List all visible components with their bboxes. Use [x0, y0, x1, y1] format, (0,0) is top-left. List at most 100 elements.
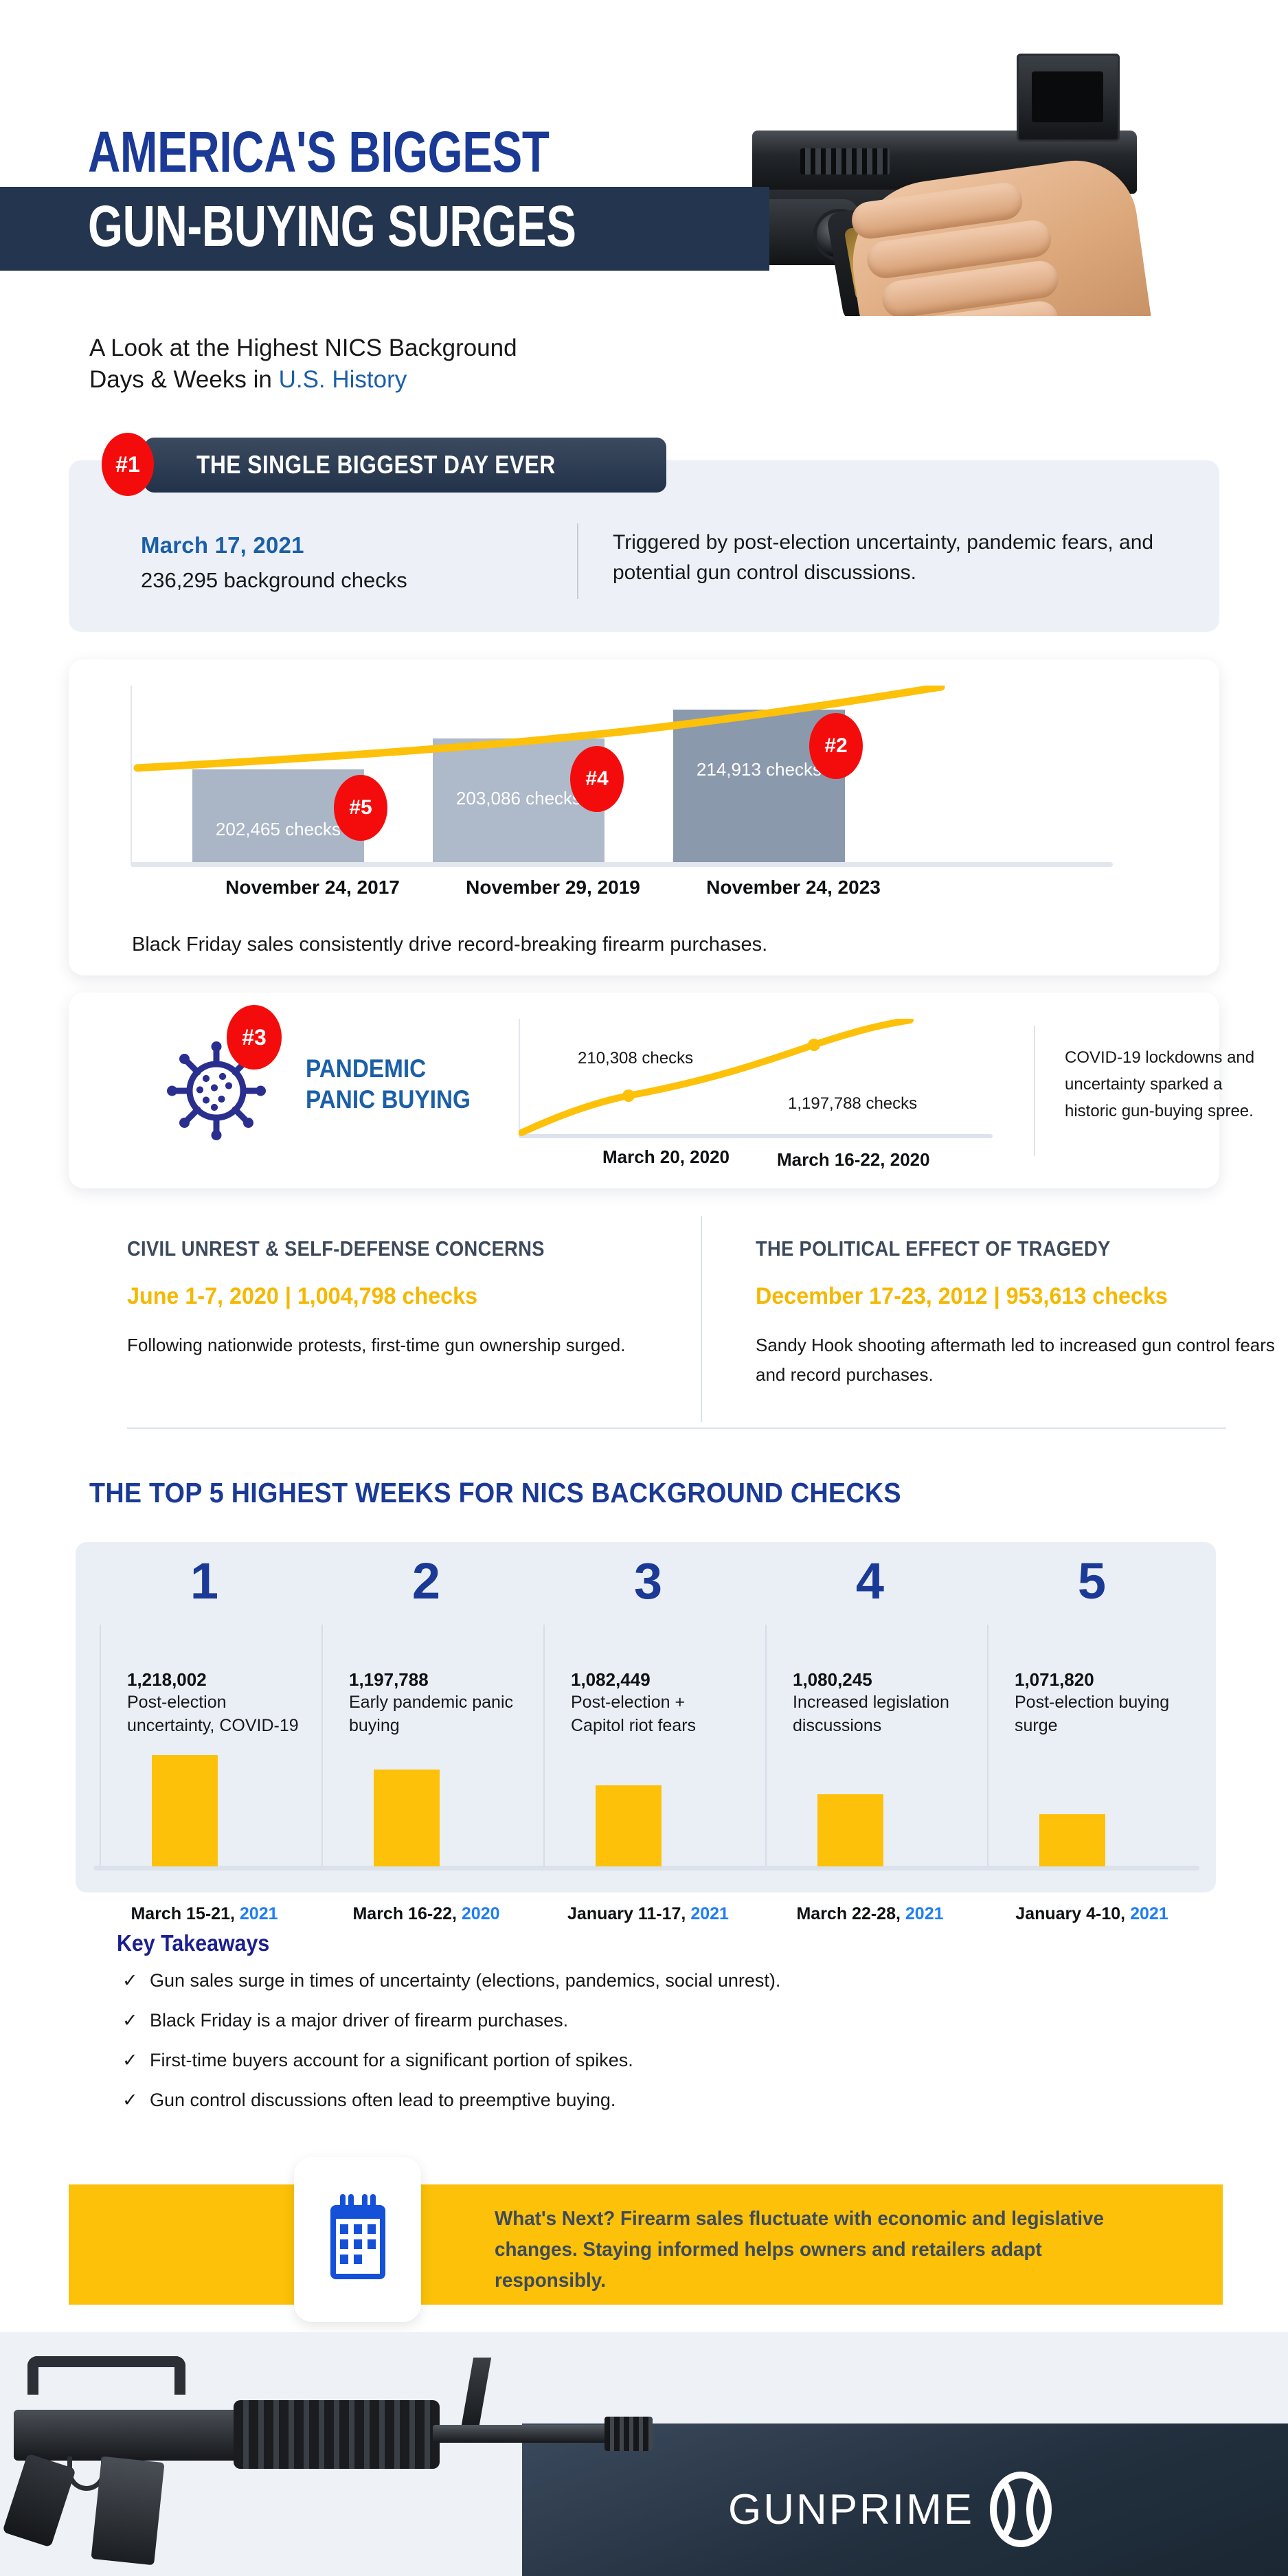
check-icon: ✓ [122, 2010, 138, 2031]
top5-bar [596, 1785, 662, 1866]
date-text: January 4-10, [1015, 1904, 1131, 1923]
red-dot-optic [1017, 54, 1120, 142]
top5-rank-number: 3 [633, 1552, 663, 1609]
calendar-icon [330, 2194, 385, 2279]
biggest-day-header: THE SINGLE BIGGEST DAY EVER [144, 438, 666, 493]
civil-unrest-body: Following nationwide protests, first-tim… [127, 1335, 626, 1355]
top5-column-divider [321, 1625, 323, 1866]
date-text: March 16-22, [352, 1904, 462, 1923]
top5-date-label: January 11-17, 2021 [543, 1904, 753, 1924]
date-text: March 15-21, [131, 1904, 240, 1923]
title-navy-band [0, 187, 769, 271]
rank-badge-2: #2 [809, 713, 863, 779]
coronavirus-icon [167, 1041, 266, 1140]
top5-bar [817, 1794, 883, 1866]
top5-date-label: March 22-28, 2021 [765, 1904, 975, 1924]
rank-badge-4: #4 [570, 746, 624, 812]
top5-date-label: January 4-10, 2021 [987, 1904, 1197, 1924]
pandemic-description: COVID-19 lockdowns and uncertainty spark… [1065, 1048, 1255, 1120]
civil-unrest-column: CIVIL UNREST & SELF-DEFENSE CONCERNS Jun… [127, 1236, 649, 1360]
two-column-section: CIVIL UNREST & SELF-DEFENSE CONCERNS Jun… [69, 1216, 1275, 1443]
hero-title-line2: GUN-BUYING SURGES [88, 194, 576, 258]
horizontal-rule [127, 1427, 1226, 1429]
date-year: 2021 [1130, 1904, 1168, 1923]
trend-line [133, 686, 945, 772]
top5-value: 1,082,449 [571, 1669, 651, 1690]
calendar-icon-card [294, 2157, 421, 2322]
top5-column-2: 2 1,197,788 Early pandemic panic buying [321, 1542, 531, 1893]
top5-rank-number: 5 [1077, 1552, 1107, 1609]
date-year: 2021 [690, 1904, 729, 1923]
top5-date-label: March 15-21, 2021 [100, 1904, 309, 1924]
top5-rank-number: 2 [411, 1552, 441, 1609]
black-friday-chart: 202,465 checks 203,086 checks 214,913 ch… [131, 686, 1140, 899]
black-friday-x-labels: November 24, 2017 November 29, 2019 Nove… [192, 877, 1106, 899]
whats-next-banner: What's Next? Firearm sales fluctuate wit… [69, 2184, 1223, 2305]
vertical-divider [577, 523, 578, 599]
biggest-day-panel: THE SINGLE BIGGEST DAY EVER #1 March 17,… [69, 433, 1219, 632]
political-effect-column: THE POLITICAL EFFECT OF TRAGEDY December… [756, 1236, 1278, 1389]
key-takeaway-item: Gun sales surge in times of uncertainty … [150, 1970, 781, 1991]
top5-column-divider [987, 1625, 988, 1866]
top5-column-1: 1 1,218,002 Post-election uncertainty, COV… [100, 1542, 309, 1893]
top5-date-label: March 16-22, 2020 [321, 1904, 531, 1924]
top5-value: 1,218,002 [127, 1669, 207, 1690]
pandemic-y-axis [519, 1019, 520, 1134]
logo-text: GUNPRIME [728, 2485, 975, 2533]
top5-column-3: 3 1,082,449 Post-election + Capitol riot f… [543, 1542, 753, 1893]
date-text: March 22-28, [796, 1904, 905, 1923]
pandemic-trend-line [519, 1019, 914, 1136]
bar-label-2023: 214,913 checks [696, 759, 822, 780]
bar-label-2019: 203,086 checks [455, 788, 582, 809]
column-divider [701, 1216, 702, 1422]
hero-subtitle: A Look at the Highest NICS Background Da… [89, 332, 517, 396]
top5-column-4: 4 1,080,245 Increased legislation discussi… [765, 1542, 975, 1893]
bar-label-2017: 202,465 checks [215, 819, 341, 839]
top5-description: Post-election uncertainty, COVID-19 [127, 1693, 299, 1735]
hero-title-line1: AMERICA'S BIGGEST [88, 120, 550, 184]
pandemic-x-label-1: March 20, 2020 [602, 1146, 730, 1167]
subtitle-line1: A Look at the Highest NICS Background [89, 335, 517, 361]
whats-next-text: What's Next? Firearm sales fluctuate wit… [495, 2208, 1104, 2292]
political-effect-stat: December 17-23, 2012 | 953,613 checks [756, 1283, 1168, 1309]
top5-bar [152, 1755, 218, 1866]
pandemic-x-label-2: March 16-22, 2020 [777, 1149, 930, 1170]
top5-column-divider [765, 1625, 767, 1866]
date-year: 2021 [905, 1904, 944, 1923]
top5-baseline [93, 1866, 1199, 1871]
black-friday-caption: Black Friday sales consistently drive re… [132, 934, 768, 956]
x-label-2019: November 29, 2019 [466, 877, 640, 898]
chart-y-axis [131, 686, 132, 866]
pandemic-chart: 210,308 checks 1,197,788 checks March 20… [519, 1019, 1013, 1170]
civil-unrest-heading: CIVIL UNREST & SELF-DEFENSE CONCERNS [127, 1236, 545, 1261]
pandemic-value-label-1: 210,308 checks [578, 1049, 694, 1067]
top5-rank-number: 1 [190, 1552, 219, 1609]
x-label-2017: November 24, 2017 [225, 877, 400, 898]
top5-value: 1,080,245 [793, 1669, 872, 1690]
biggest-day-heading: THE SINGLE BIGGEST DAY EVER [196, 451, 556, 479]
subtitle-highlight: U.S. History [278, 366, 407, 394]
subtitle-line2: Days & Weeks in [89, 366, 279, 394]
civil-unrest-stat: June 1-7, 2020 | 1,004,798 checks [127, 1283, 478, 1309]
key-takeaway-item: First-time buyers account for a signific… [150, 2050, 633, 2070]
top5-description: Post-election + Capitol riot fears [571, 1693, 697, 1735]
pandemic-panel: #3 PANDEMIC PANIC BUYING 210,308 checks … [69, 993, 1254, 1188]
rifle-photo [0, 2329, 687, 2566]
key-takeaway-item: Black Friday is a major driver of firear… [150, 2010, 569, 2031]
bar-2017: 202,465 checks [192, 769, 364, 862]
pandemic-title-line2: PANIC BUYING [306, 1085, 471, 1114]
top5-heading: THE TOP 5 HIGHEST WEEKS FOR NICS BACKGRO… [89, 1477, 901, 1509]
date-year: 2021 [239, 1904, 278, 1923]
biggest-day-checks: 236,295 background checks [141, 568, 407, 592]
political-effect-body: Sandy Hook shooting aftermath led to inc… [756, 1335, 1275, 1385]
footer-logo[interactable]: GUNPRIME [728, 2472, 1052, 2547]
bar-2023: 214,913 checks [673, 710, 845, 862]
top5-value: 1,071,820 [1015, 1669, 1094, 1690]
top5-rank-number: 4 [855, 1552, 885, 1609]
rank-badge-1: #1 [102, 433, 154, 496]
rank-badge-5: #5 [334, 775, 387, 841]
check-icon: ✓ [122, 2050, 138, 2070]
pandemic-x-axis [519, 1134, 993, 1138]
political-effect-heading: THE POLITICAL EFFECT OF TRAGEDY [756, 1236, 1111, 1261]
top5-description: Increased legislation discussions [793, 1693, 949, 1735]
